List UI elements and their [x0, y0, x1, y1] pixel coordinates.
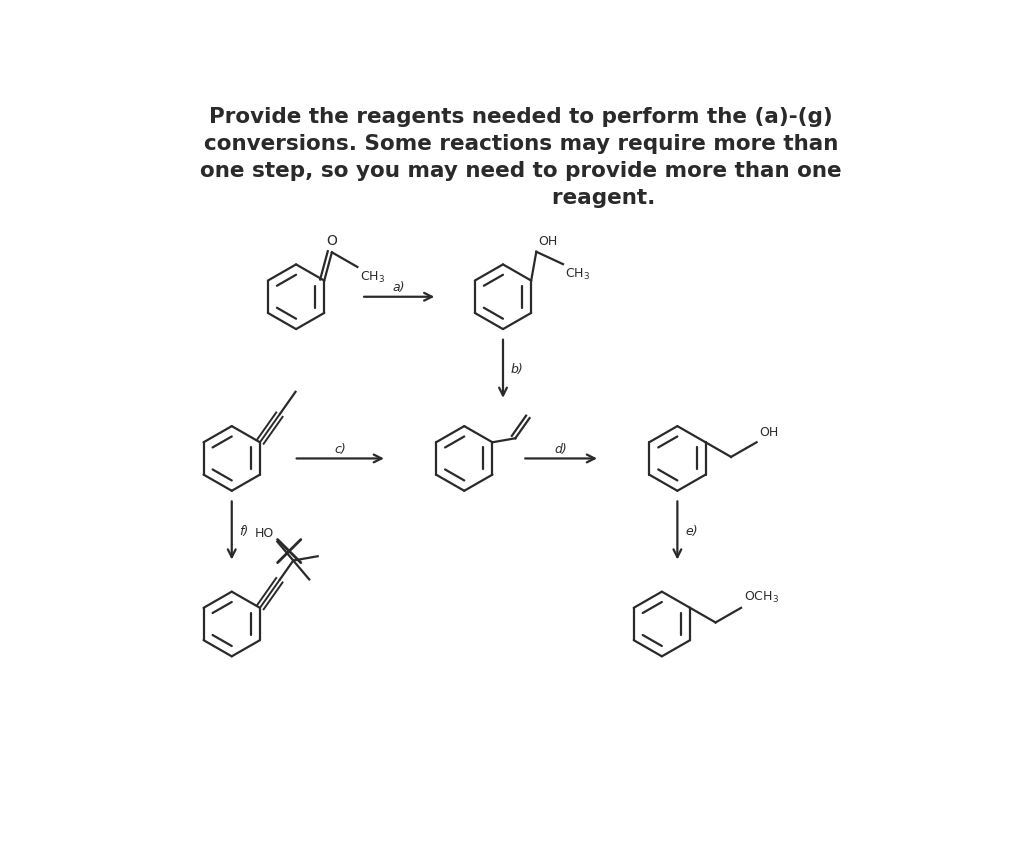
Text: f): f)	[239, 524, 249, 538]
Text: OCH$_3$: OCH$_3$	[744, 589, 779, 604]
Text: b): b)	[511, 363, 524, 376]
Text: a): a)	[393, 280, 406, 294]
Text: d): d)	[554, 442, 567, 455]
Text: OH: OH	[538, 235, 557, 248]
Text: e): e)	[685, 524, 698, 538]
Text: c): c)	[335, 442, 346, 455]
Text: CH$_3$: CH$_3$	[360, 270, 384, 285]
Text: CH$_3$: CH$_3$	[565, 267, 591, 281]
Text: HO: HO	[255, 526, 275, 539]
Text: OH: OH	[760, 426, 779, 439]
Text: O: O	[326, 234, 338, 247]
Text: Provide the reagents needed to perform the (a)-(g)
conversions. Some reactions m: Provide the reagents needed to perform t…	[200, 106, 842, 208]
